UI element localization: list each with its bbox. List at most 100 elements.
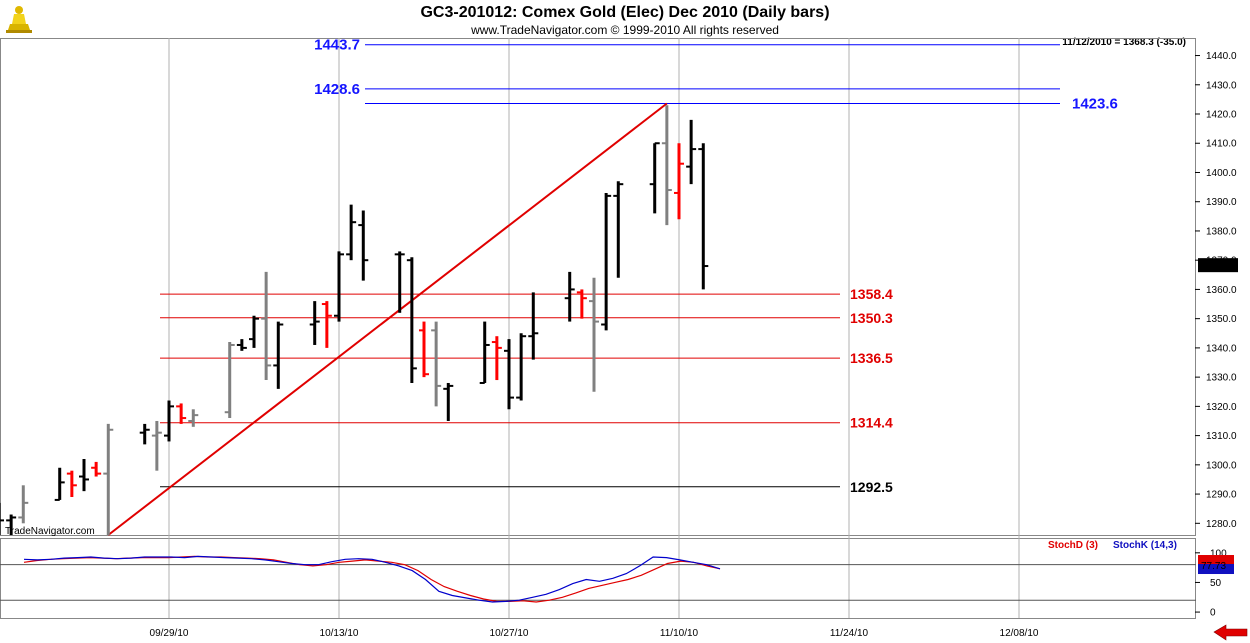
ohlc-bar xyxy=(516,333,527,401)
ohlc-bar xyxy=(661,105,672,226)
ohlc-bar xyxy=(649,142,660,214)
ohlc-bar xyxy=(103,423,114,535)
y-tick-label: 1400.0 xyxy=(1206,168,1237,179)
y-tick-label: 1300.0 xyxy=(1206,460,1237,471)
last-price-label: 1368.3 xyxy=(1201,261,1232,272)
ohlc-bar xyxy=(674,143,684,220)
price-pane-frame xyxy=(0,38,1196,536)
y-tick-label: 1390.0 xyxy=(1206,197,1237,208)
ohlc-bar xyxy=(479,321,490,384)
ohlc-bar xyxy=(419,321,429,378)
stochK-line xyxy=(23,555,721,603)
level-label: 1350.3 xyxy=(850,310,893,326)
level-label: 1336.5 xyxy=(850,350,893,366)
stochD-legend: StochD (3) xyxy=(1048,540,1098,551)
stochastic-pane: 0 50 100 77.73 xyxy=(0,548,1234,619)
ohlc-bar xyxy=(249,315,259,348)
level-label: 1423.6 xyxy=(1072,95,1118,112)
y-tick-label: 1310.0 xyxy=(1206,431,1237,442)
chart-title: GC3-201012: Comex Gold (Elec) Dec 2010 (… xyxy=(420,4,829,21)
x-tick-label: 11/24/10 xyxy=(830,628,869,639)
y-tick-label: 1320.0 xyxy=(1206,402,1237,413)
y-tick-label: 1380.0 xyxy=(1206,226,1237,237)
level-label: 1428.6 xyxy=(314,81,360,98)
ohlc-bars xyxy=(0,105,709,535)
x-tick-label: 11/10/10 xyxy=(660,628,699,639)
ohlc-bar xyxy=(491,336,502,381)
level-label: 1292.5 xyxy=(850,479,893,495)
watermark: TradeNavigator.com xyxy=(5,526,95,537)
stoch-tick-label: 0 xyxy=(1210,608,1216,619)
trendline xyxy=(107,102,668,536)
y-tick-label: 1360.0 xyxy=(1206,285,1237,296)
ohlc-bar xyxy=(346,204,357,261)
ohlc-bar xyxy=(564,271,575,322)
ohlc-bar xyxy=(0,502,4,535)
ohlc-bar xyxy=(394,251,405,313)
last-price-tag xyxy=(1198,258,1238,273)
ohlc-bar xyxy=(273,321,284,389)
trendline-segment xyxy=(107,102,668,536)
level-label: 1314.4 xyxy=(850,415,893,431)
ohlc-bar xyxy=(176,403,187,424)
x-tick-label: 10/13/10 xyxy=(320,628,359,639)
stochD-value-tag xyxy=(1198,555,1234,566)
ohlc-bar xyxy=(698,143,709,290)
ohlc-bar xyxy=(139,423,150,445)
ohlc-bar xyxy=(236,339,247,351)
trade-navigator-logo-icon xyxy=(3,3,33,33)
date-axis: 09/29/10 10/13/10 10/27/10 11/10/10 11/24/10… xyxy=(0,618,1196,639)
ohlc-bar xyxy=(309,301,320,345)
ohlc-bar xyxy=(334,251,344,322)
ohlc-bar xyxy=(589,277,599,392)
price-info: 11/12/2010 = 1368.3 (-35.0) xyxy=(1062,37,1186,48)
ohlc-bar xyxy=(601,192,612,331)
ohlc-bar xyxy=(261,271,272,381)
ohlc-bar xyxy=(79,458,89,492)
y-tick-label: 1340.0 xyxy=(1206,343,1237,354)
stoch-last-value: 77.73 xyxy=(1201,561,1226,572)
x-tick-label: 09/29/10 xyxy=(150,628,189,639)
price-axis: 1280.0 1290.0 1300.0 1310.0 1320.0 1330.0 1340… xyxy=(1195,51,1238,530)
ohlc-bar xyxy=(613,181,624,278)
price-levels: 1443.7 1428.6 1423.6 1358.4 1350.3 1336.5 1314… xyxy=(160,37,1118,495)
ohlc-bar xyxy=(6,514,17,535)
x-tick-label: 12/08/10 xyxy=(1000,628,1039,639)
ohlc-bar xyxy=(443,382,454,421)
ohlc-bar xyxy=(321,301,332,348)
ohlc-bar xyxy=(528,292,539,360)
chart-subtitle: www.TradeNavigator.com © 1999-2010 All r… xyxy=(470,23,779,37)
ohlc-bar xyxy=(358,210,369,281)
ohlc-bar xyxy=(224,342,235,419)
level-label: 1443.7 xyxy=(314,37,360,54)
stochK-value-tag xyxy=(1198,564,1234,575)
y-tick-label: 1410.0 xyxy=(1206,139,1237,150)
ohlc-bar xyxy=(54,467,65,501)
ohlc-bar xyxy=(18,485,29,524)
y-tick-label: 1430.0 xyxy=(1206,80,1237,91)
level-label: 1358.4 xyxy=(850,286,893,302)
ohlc-bar xyxy=(504,339,514,410)
x-tick-label: 10/27/10 xyxy=(490,628,529,639)
y-tick-label: 1350.0 xyxy=(1206,314,1237,325)
ohlc-bar xyxy=(188,409,199,427)
y-tick-label: 1440.0 xyxy=(1206,51,1237,62)
y-tick-label: 1280.0 xyxy=(1206,519,1237,530)
ohlc-bar xyxy=(406,257,417,383)
y-tick-label: 1290.0 xyxy=(1206,490,1237,501)
ohlc-bar xyxy=(91,461,102,477)
ohlc-bar xyxy=(164,400,174,442)
ohlc-bar xyxy=(686,119,697,185)
stoch-tick-label: 50 xyxy=(1210,578,1222,589)
ohlc-bar xyxy=(576,289,587,319)
ohlc-bar xyxy=(66,470,77,497)
vertical-gridlines xyxy=(168,38,1020,618)
ohlc-bar xyxy=(151,420,162,471)
y-tick-label: 1420.0 xyxy=(1206,110,1237,121)
stoch-pane-frame xyxy=(0,538,1196,619)
stochK-legend: StochK (14,3) xyxy=(1113,540,1177,551)
y-tick-label: 1330.0 xyxy=(1206,373,1237,384)
ohlc-bar xyxy=(431,321,442,407)
scroll-left-arrow-icon[interactable] xyxy=(1213,624,1248,641)
